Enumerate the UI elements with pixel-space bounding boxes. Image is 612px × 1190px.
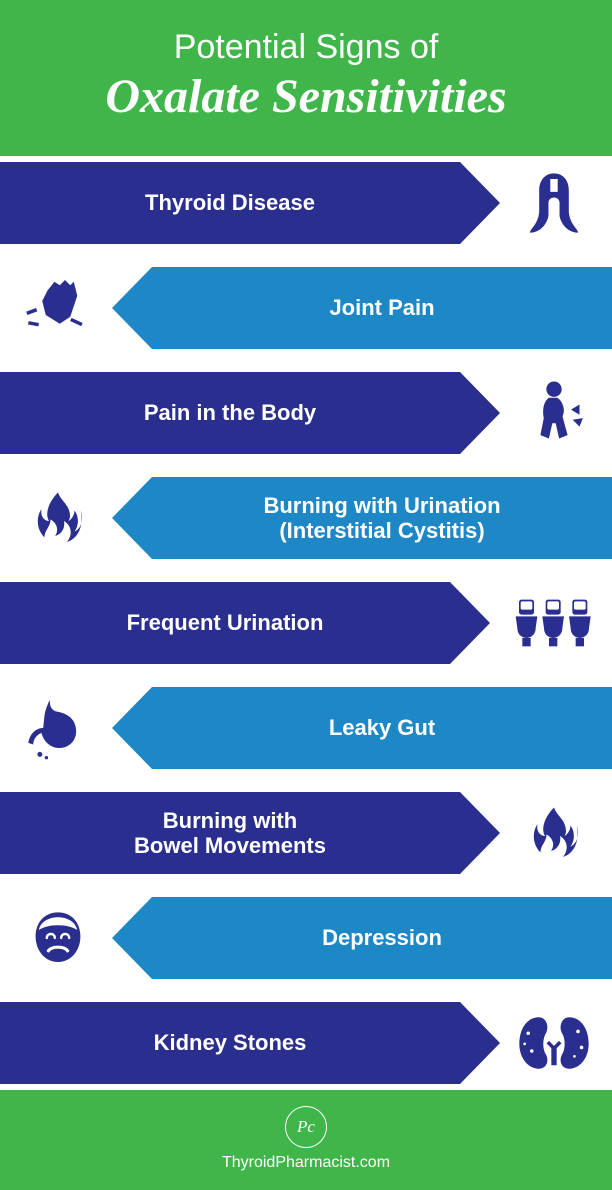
flame-icon [18, 478, 98, 558]
thyroid-icon [514, 163, 594, 243]
logo-icon: Pc [285, 1106, 327, 1148]
flame-icon [514, 793, 594, 873]
sign-row: Joint Pain [0, 261, 612, 355]
toilets-icon [514, 583, 594, 663]
sign-row: Burning withBowel Movements [0, 786, 612, 880]
title-line-1: Potential Signs of [20, 28, 592, 67]
sign-label: Burning withBowel Movements [134, 808, 326, 859]
sign-row: Frequent Urination [0, 576, 612, 670]
footer-site: ThyroidPharmacist.com [0, 1154, 612, 1172]
footer: Pc ThyroidPharmacist.com [0, 1090, 612, 1190]
stomach-icon [18, 688, 98, 768]
sign-label: Joint Pain [329, 295, 434, 320]
sign-label: Depression [322, 925, 442, 950]
sign-row: Kidney Stones [0, 996, 612, 1090]
sign-row: Thyroid Disease [0, 156, 612, 250]
header: Potential Signs of Oxalate Sensitivities [0, 0, 612, 156]
sign-row: Leaky Gut [0, 681, 612, 775]
sad-face-icon [18, 898, 98, 978]
signs-list: Thyroid Disease Joint Pain Pain in the Bod… [0, 156, 612, 1090]
sign-row: Pain in the Body [0, 366, 612, 460]
title-line-2: Oxalate Sensitivities [20, 69, 592, 124]
sign-label: Burning with Urination(Interstitial Cyst… [263, 493, 500, 544]
sign-row: Depression [0, 891, 612, 985]
sign-label: Thyroid Disease [145, 190, 315, 215]
sign-label: Pain in the Body [144, 400, 316, 425]
kidneys-icon [514, 1003, 594, 1083]
back-pain-icon [514, 373, 594, 453]
sign-label: Leaky Gut [329, 715, 435, 740]
sign-row: Burning with Urination(Interstitial Cyst… [0, 471, 612, 565]
sign-label: Frequent Urination [127, 610, 324, 635]
hand-pain-icon [18, 268, 98, 348]
sign-label: Kidney Stones [154, 1030, 307, 1055]
